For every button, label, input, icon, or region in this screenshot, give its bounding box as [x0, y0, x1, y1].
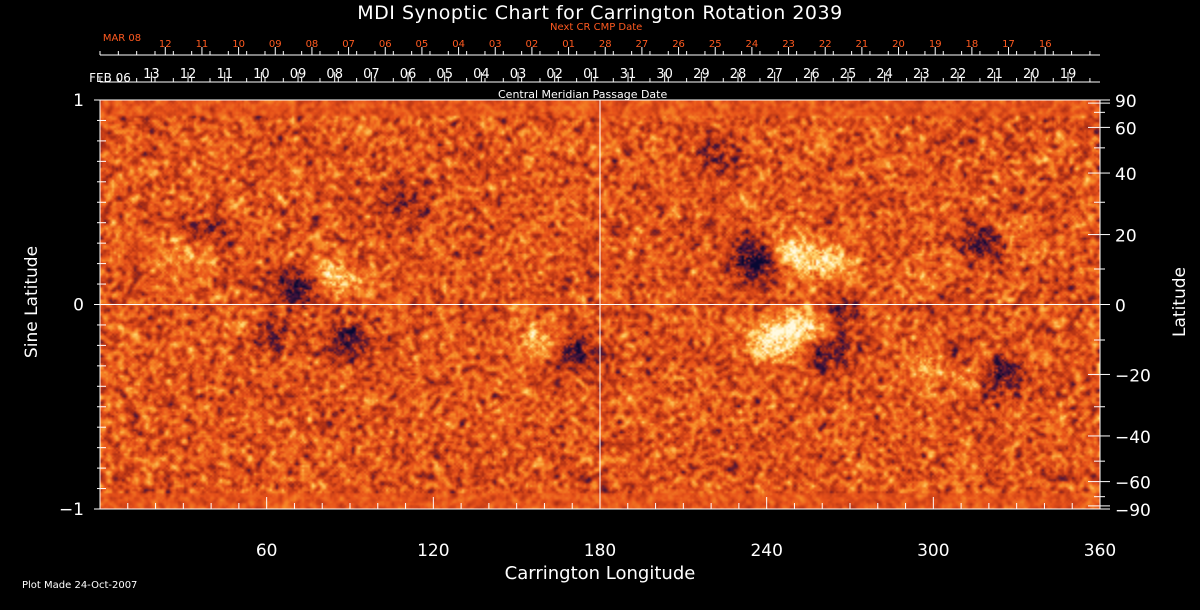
next-cr-date-label: 22: [819, 39, 832, 50]
cmp-date-label: 10: [253, 67, 270, 82]
next-cr-date-label: 08: [306, 39, 319, 50]
next-cr-date-label: 01: [562, 39, 575, 50]
x-tick-label: 60: [256, 541, 278, 561]
y-tick-label-right: −40: [1115, 428, 1151, 448]
x-axis-label: Carrington Longitude: [504, 563, 696, 584]
cmp-date-label: 19: [1060, 67, 1077, 82]
cmp-date-label: 27: [766, 67, 783, 82]
next-cr-date-label: 20: [892, 39, 905, 50]
y-tick-label-right: −90: [1115, 501, 1151, 521]
next-cr-date-label: 23: [782, 39, 795, 50]
cmp-date-label: 24: [876, 67, 893, 82]
cmp-date-label: 28: [730, 67, 747, 82]
next-cr-date-label: 17: [1002, 39, 1015, 50]
y-tick-label-left: 0: [73, 296, 84, 316]
cmp-date-label: 04: [473, 67, 490, 82]
cmp-date-label: 03: [510, 67, 527, 82]
x-tick-label: 120: [417, 541, 449, 561]
plot-made-note: Plot Made 24-Oct-2007: [22, 580, 138, 591]
cmp-date-label: 07: [363, 67, 380, 82]
next-cr-date-label: 21: [856, 39, 869, 50]
next-cr-date-label: 04: [452, 39, 465, 50]
cmp-date-label: 21: [986, 67, 1003, 82]
next-cr-date-label: 16: [1039, 39, 1052, 50]
next-cr-date-label: 05: [416, 39, 429, 50]
x-tick-label: 180: [584, 541, 616, 561]
x-tick-label: 360: [1084, 541, 1116, 561]
cmp-date-label: 29: [693, 67, 710, 82]
cmp-date-label: 25: [840, 67, 857, 82]
cmp-date-label: 06: [400, 67, 417, 82]
cmp-date-label: 09: [290, 67, 307, 82]
next-cr-date-label: 12: [159, 39, 172, 50]
next-cr-date-label: 07: [342, 39, 355, 50]
cmp-date-label: 22: [950, 67, 967, 82]
y-tick-label-right: 60: [1115, 119, 1137, 139]
y-tick-label-right: 90: [1115, 92, 1137, 112]
y-tick-label-left: 1: [73, 91, 84, 111]
y-tick-label-left: −1: [59, 500, 84, 520]
central-meridian-passage-label: Central Meridian Passage Date: [498, 88, 668, 101]
y-tick-label-right: 0: [1115, 297, 1126, 317]
cmp-date-label: 23: [913, 67, 930, 82]
cmp-date-label: 13: [143, 67, 160, 82]
cmp-start-date: FEB 06: [89, 71, 131, 85]
next-cr-date-label: 28: [599, 39, 612, 50]
x-tick-label: 300: [917, 541, 949, 561]
cmp-date-label: 20: [1023, 67, 1040, 82]
next-cr-date-label: 06: [379, 39, 392, 50]
next-cr-date-label: 18: [966, 39, 979, 50]
x-tick-label: 240: [750, 541, 782, 561]
next-cr-date-label: 11: [196, 39, 209, 50]
next-cr-date-label: 02: [526, 39, 539, 50]
cmp-date-label: 02: [546, 67, 563, 82]
cmp-date-label: 11: [216, 67, 233, 82]
y-tick-label-right: 20: [1115, 227, 1137, 247]
next-cr-date-label: 26: [672, 39, 685, 50]
next-cr-date-label: 24: [746, 39, 759, 50]
next-cr-date-label: 09: [269, 39, 282, 50]
next-cr-date-label: 19: [929, 39, 942, 50]
next-cr-date-label: 25: [709, 39, 722, 50]
chart-title: MDI Synoptic Chart for Carrington Rotati…: [357, 2, 843, 24]
cmp-date-label: 05: [436, 67, 453, 82]
next-cr-date-label: 27: [636, 39, 649, 50]
cmp-date-label: 31: [620, 67, 637, 82]
next-cr-start-date: MAR 08: [103, 33, 141, 44]
cmp-date-label: 01: [583, 67, 600, 82]
y-tick-label-right: 40: [1115, 165, 1137, 185]
cmp-date-label: 12: [180, 67, 197, 82]
y-tick-label-right: −20: [1115, 366, 1151, 386]
next-cr-date-label: 10: [232, 39, 245, 50]
next-cr-date-label: 03: [489, 39, 502, 50]
cmp-date-label: 08: [326, 67, 343, 82]
cmp-date-label: 26: [803, 67, 820, 82]
next-cr-cmp-date-label: Next CR CMP Date: [550, 22, 643, 33]
cmp-date-label: 30: [656, 67, 673, 82]
y-tick-label-right: −60: [1115, 474, 1151, 494]
